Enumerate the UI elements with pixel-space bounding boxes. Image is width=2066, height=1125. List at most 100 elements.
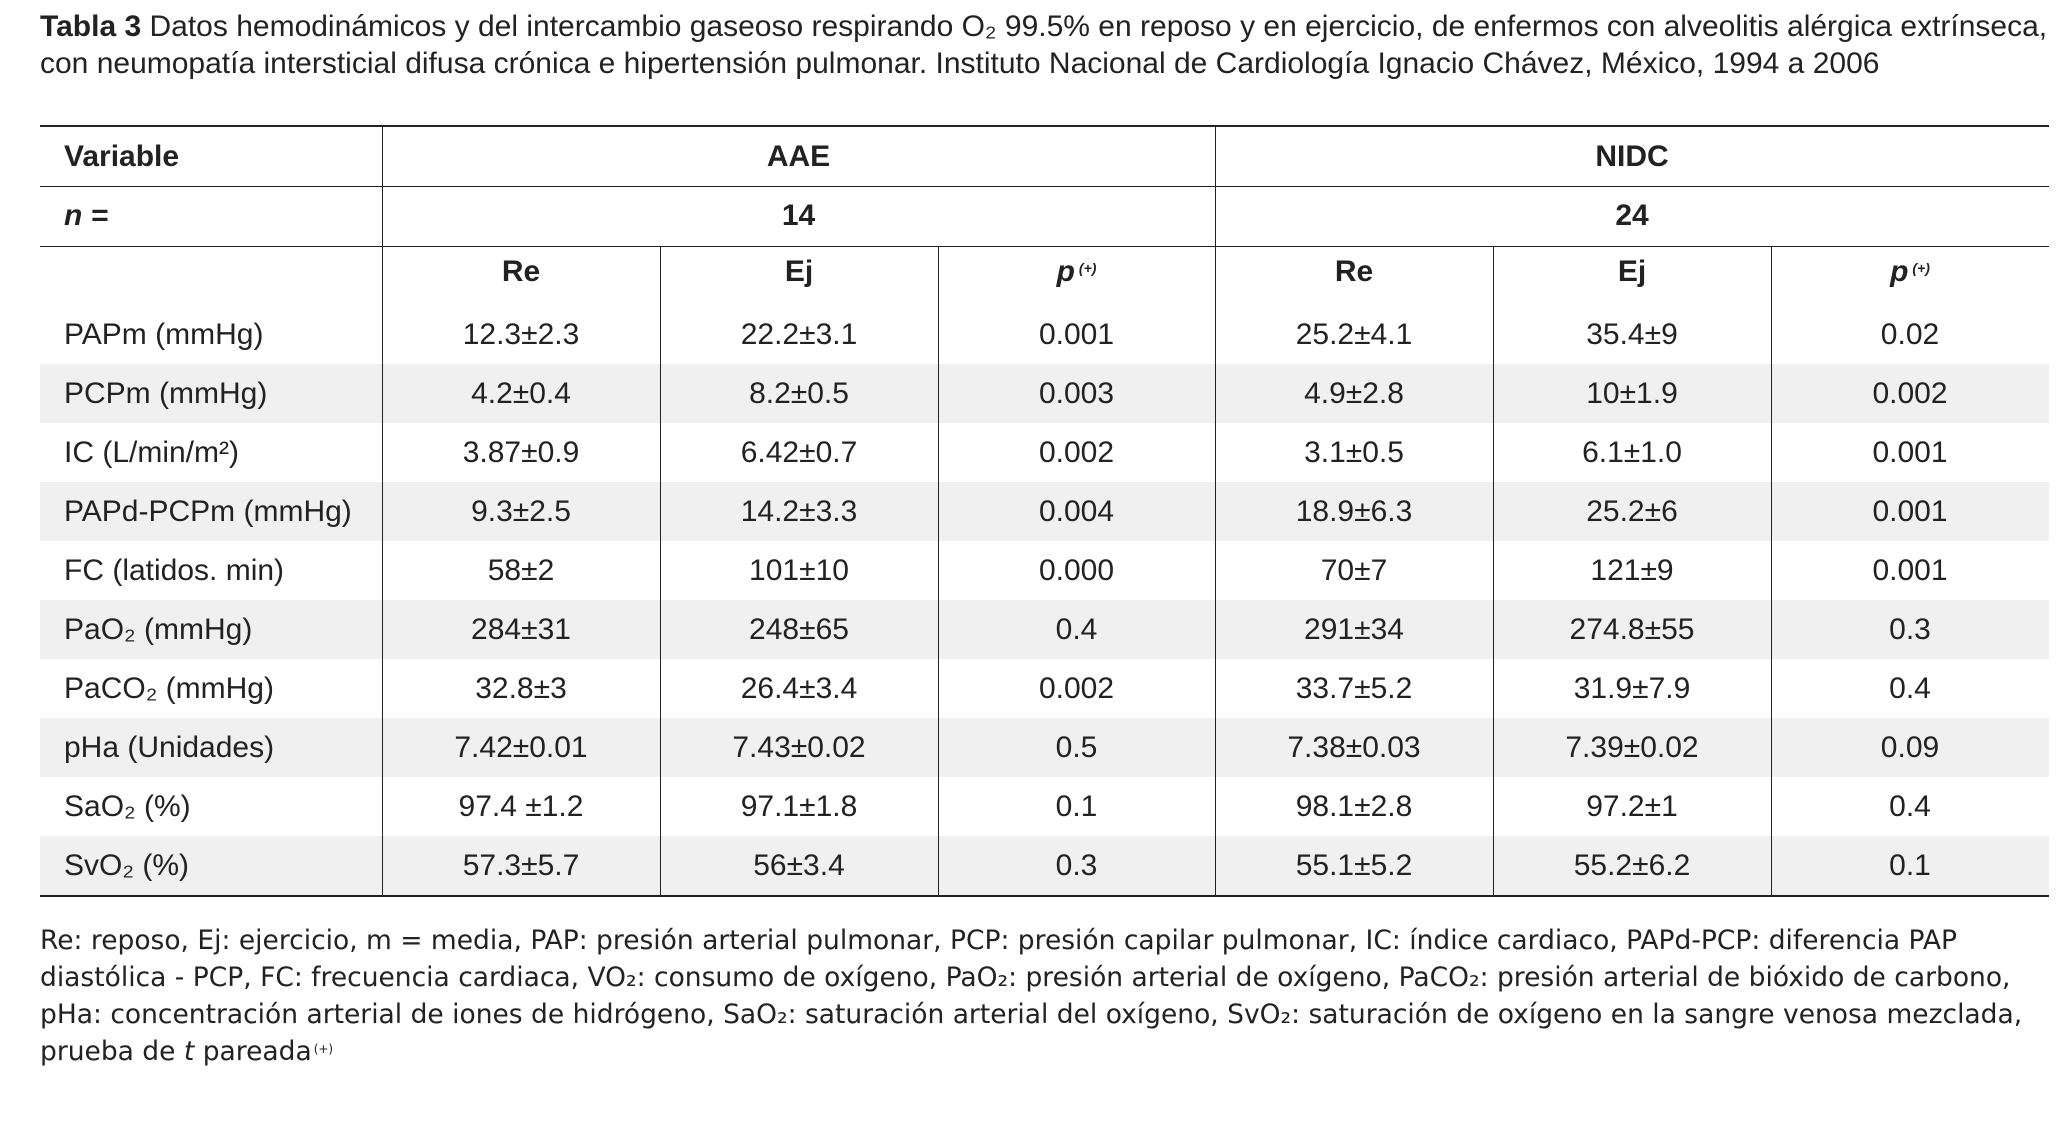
subcolumn-header: Ej <box>660 246 938 298</box>
data-cell: 57.3±5.7 <box>462 848 580 882</box>
footnote-italic: t <box>183 1036 195 1067</box>
header-rule <box>40 246 2049 247</box>
data-cell: 0.09 <box>1880 730 1940 764</box>
data-cell: 97.4 ±1.2 <box>458 789 584 823</box>
data-cell: 274.8±55 <box>1569 612 1695 646</box>
subcolumn-header: p (+) <box>938 246 1215 298</box>
row-shade <box>40 718 2049 777</box>
subcolumn-label: Re <box>501 255 541 288</box>
row-shade <box>40 364 2049 423</box>
data-cell: 22.2±3.1 <box>740 317 858 351</box>
data-cell: 7.42±0.01 <box>454 730 588 764</box>
data-cell: 31.9±7.9 <box>1573 671 1691 705</box>
footnote-sup: (+) <box>313 1042 334 1056</box>
row-label: PaCO₂ (mmHg) <box>64 671 274 705</box>
data-cell: 0.001 <box>1872 435 1948 469</box>
row-shade <box>40 836 2049 895</box>
data-cell: 0.3 <box>1889 612 1931 646</box>
data-cell: 4.2±0.4 <box>471 376 571 410</box>
data-cell: 0.4 <box>1889 789 1931 823</box>
data-cell: 0.4 <box>1055 612 1098 646</box>
group-n: 14 <box>781 199 816 232</box>
row-label: PaO₂ (mmHg) <box>64 612 253 646</box>
data-cell: 56±3.4 <box>753 848 845 882</box>
row-shade <box>40 482 2049 541</box>
data-cell: 7.38±0.03 <box>1287 730 1421 764</box>
data-cell: 248±65 <box>749 612 849 646</box>
title-text: Datos hemodinámicos y del intercambio ga… <box>40 10 2048 80</box>
data-cell: 0.3 <box>1055 848 1098 882</box>
data-cell: 10±1.9 <box>1586 376 1678 410</box>
data-cell: 98.1±2.8 <box>1295 789 1413 823</box>
subcolumn-sup: (+) <box>1912 260 1930 276</box>
data-cell: 9.3±2.5 <box>471 494 571 528</box>
row-label: SvO₂ (%) <box>64 848 189 882</box>
data-cell: 12.3±2.3 <box>462 317 580 351</box>
table-label: Tabla 3 <box>40 10 142 43</box>
group-n: 24 <box>1615 199 1649 232</box>
data-cell: 33.7±5.2 <box>1295 671 1413 705</box>
data-cell: 18.9±6.3 <box>1295 494 1413 528</box>
data-cell: 25.2±6 <box>1586 494 1678 528</box>
subcolumn-header: Re <box>1215 246 1493 298</box>
data-cell: 32.8±3 <box>475 671 567 705</box>
data-cell: 0.1 <box>1889 848 1931 882</box>
data-cell: 97.1±1.8 <box>740 789 858 823</box>
footnote-text: Re: reposo, Ej: ejercicio, m = media, PA… <box>40 925 2023 1067</box>
data-cell: 0.004 <box>1038 494 1115 528</box>
column-divider <box>1215 127 1216 895</box>
data-cell: 25.2±4.1 <box>1295 317 1413 351</box>
data-cell: 7.43±0.02 <box>732 730 866 764</box>
data-cell: 284±31 <box>471 612 571 646</box>
data-cell: 0.02 <box>1880 317 1940 351</box>
group-header: AAE <box>766 139 831 173</box>
data-cell: 0.002 <box>1038 435 1115 469</box>
data-cell: 7.39±0.02 <box>1565 730 1699 764</box>
data-cell: 6.1±1.0 <box>1582 435 1682 469</box>
group-header: NIDC <box>1595 139 1669 173</box>
data-cell: 0.5 <box>1055 730 1098 764</box>
data-cell: 0.003 <box>1038 376 1115 410</box>
subcolumn-header: p (+) <box>1771 246 2049 298</box>
subcolumn-label: p <box>1056 255 1075 288</box>
data-cell: 70±7 <box>1320 553 1388 587</box>
column-divider <box>938 246 939 895</box>
data-cell: 55.2±6.2 <box>1573 848 1691 882</box>
header-cell: Variable <box>64 139 180 173</box>
row-label: PAPm (mmHg) <box>64 317 264 351</box>
header-rule <box>40 186 2049 187</box>
column-divider <box>382 127 383 895</box>
footnote-after: pareada <box>202 1036 312 1067</box>
table-title: Tabla 3 Datos hemodinámicos y del interc… <box>40 8 2055 82</box>
data-cell: 0.000 <box>1038 553 1115 587</box>
table: Variable n = AAE 14 NIDC 24 Re Ej p (+) Re Ej p (+) PA… <box>40 125 2049 897</box>
data-cell: 35.4±9 <box>1586 317 1678 351</box>
subcolumn-header: Re <box>382 246 660 298</box>
data-cell: 14.2±3.3 <box>740 494 858 528</box>
row-label: PCPm (mmHg) <box>64 376 268 410</box>
data-cell: 0.001 <box>1038 317 1115 351</box>
data-cell: 4.9±2.8 <box>1304 376 1404 410</box>
data-cell: 97.2±1 <box>1586 789 1678 823</box>
row-shade <box>40 600 2049 659</box>
data-cell: 3.1±0.5 <box>1304 435 1404 469</box>
data-cell: 0.001 <box>1872 494 1948 528</box>
data-cell: 121±9 <box>1590 553 1674 587</box>
data-cell: 0.002 <box>1872 376 1948 410</box>
row-label: FC (latidos. min) <box>64 553 285 587</box>
column-divider <box>1771 246 1772 895</box>
subcolumn-label: p <box>1890 255 1909 288</box>
data-cell: 101±10 <box>749 553 849 587</box>
row-label: PAPd-PCPm (mmHg) <box>64 494 352 528</box>
subcolumn-sup: (+) <box>1078 260 1097 276</box>
subcolumn-label: Ej <box>1617 255 1647 288</box>
data-cell: 291±34 <box>1304 612 1404 646</box>
row-label: pHa (Unidades) <box>64 730 275 764</box>
header-cell: n = <box>64 199 109 232</box>
footnote: Re: reposo, Ej: ejercicio, m = media, PA… <box>40 922 2040 1070</box>
column-divider <box>1493 246 1494 895</box>
data-cell: 8.2±0.5 <box>749 376 849 410</box>
row-label: IC (L/min/m²) <box>64 435 239 469</box>
data-cell: 26.4±3.4 <box>740 671 858 705</box>
